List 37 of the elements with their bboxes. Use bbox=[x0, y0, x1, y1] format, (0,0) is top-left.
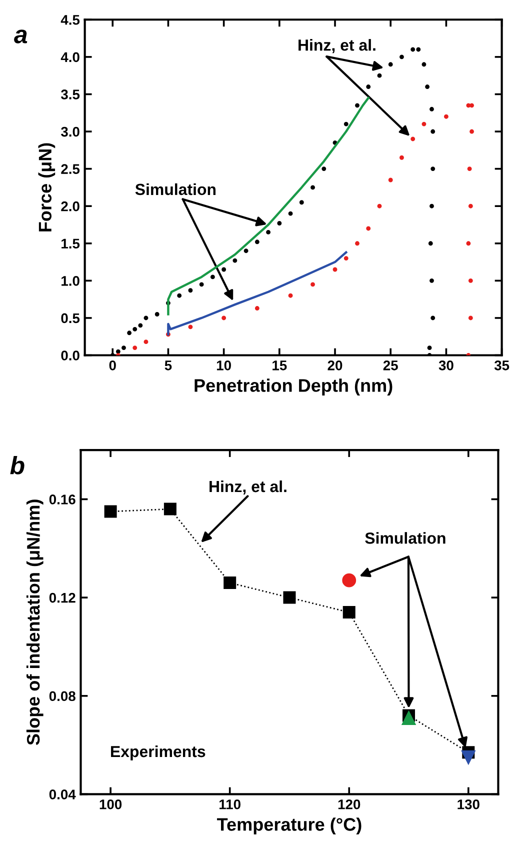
chart-title: a bbox=[14, 30, 28, 44]
x-tick-label: 5 bbox=[164, 360, 172, 370]
x-tick-label: 120 bbox=[338, 799, 360, 810]
x-axis-title: Penetration Depth (nm) bbox=[194, 378, 392, 396]
y-tick-label: 0.5 bbox=[61, 313, 80, 324]
x-tick-label: 110 bbox=[220, 799, 240, 810]
x-tick-label: 20 bbox=[328, 360, 342, 370]
y-tick-label: 0.08 bbox=[49, 691, 76, 702]
y-tick-label: 4.0 bbox=[60, 52, 80, 62]
x-tick-label: 30 bbox=[438, 360, 454, 370]
y-tick-label: 3.5 bbox=[60, 90, 80, 100]
x-tick-label: 130 bbox=[458, 799, 480, 810]
y-axis-title: Force (μN) bbox=[38, 143, 56, 232]
y-tick-label: 1.0 bbox=[62, 276, 80, 286]
annotation: Hinz, et al. bbox=[210, 480, 286, 495]
y-tick-label: 3.0 bbox=[60, 126, 80, 137]
x-tick-label: 10 bbox=[216, 360, 231, 370]
y-tick-label: 2.0 bbox=[61, 201, 80, 212]
x-tick-label: 0 bbox=[109, 360, 116, 370]
y-tick-label: 0.12 bbox=[49, 592, 76, 603]
x-tick-label: 100 bbox=[100, 799, 122, 810]
annotation: Experiments bbox=[111, 745, 206, 760]
chart-title: b bbox=[10, 456, 24, 474]
y-tick-label: 0.16 bbox=[49, 494, 76, 504]
x-tick-label: 15 bbox=[272, 360, 287, 370]
y-tick-label: 1.5 bbox=[62, 238, 80, 249]
y-tick-label: 0.0 bbox=[61, 350, 80, 360]
y-tick-label: 2.5 bbox=[61, 164, 80, 174]
x-axis-title: Temperature (°C) bbox=[217, 818, 362, 834]
x-tick-label: 25 bbox=[383, 360, 398, 370]
annotation: Simulation bbox=[135, 183, 216, 196]
annotation: Hinz, et al. bbox=[298, 39, 376, 54]
y-tick-label: 4.5 bbox=[60, 15, 80, 25]
y-axis-title: Slope of indentation (μN/nm) bbox=[26, 500, 44, 745]
annotation: Simulation bbox=[365, 532, 446, 544]
y-tick-label: 0.04 bbox=[49, 790, 76, 800]
x-tick-label: 35 bbox=[494, 360, 510, 370]
